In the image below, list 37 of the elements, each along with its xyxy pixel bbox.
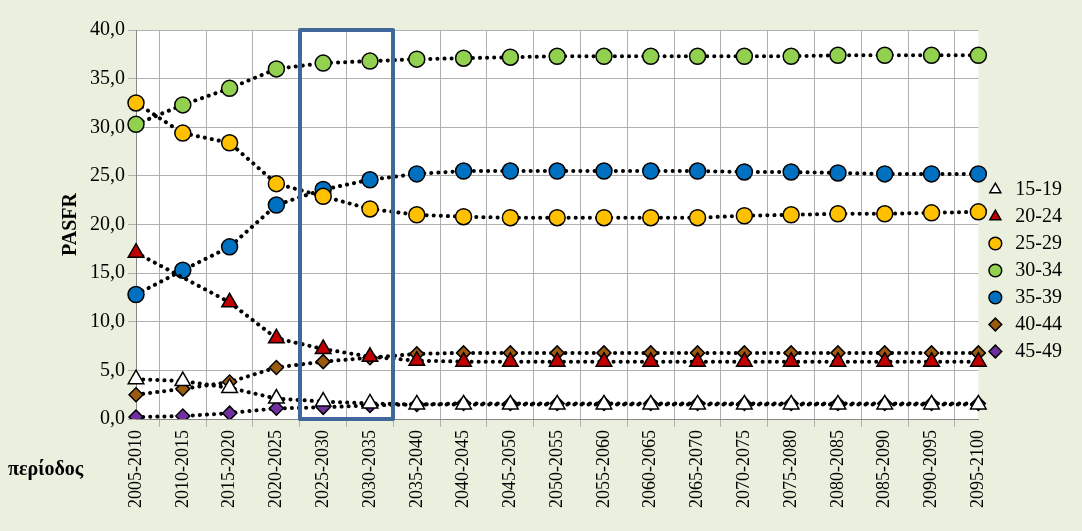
y-tick-label: 40,0 [90, 17, 125, 40]
x-tick-label: 2070-2075 [733, 430, 754, 509]
x-tick-label: 2095-2100 [967, 430, 988, 509]
x-tick-label: 2065-2070 [686, 430, 707, 509]
x-tick-label: 2005-2010 [124, 430, 145, 509]
legend-label: 15-19 [1015, 176, 1063, 199]
legend-label: 20-24 [1015, 203, 1063, 226]
x-tick-label: 2025-2030 [311, 430, 332, 509]
x-tick-label: 2015-2020 [218, 430, 239, 509]
y-tick-label: 10,0 [90, 309, 125, 331]
y-tick-label: 30,0 [90, 114, 125, 137]
x-axis-title: περίοδος [8, 457, 84, 481]
y-tick-label: 15,0 [90, 260, 125, 283]
legend-label: 40-44 [1015, 311, 1063, 334]
x-tick-label: 2085-2090 [873, 430, 894, 509]
x-tick-label: 2075-2080 [779, 430, 800, 509]
x-tick-label: 2010-2015 [171, 430, 192, 509]
legend-label: 45-49 [1015, 338, 1063, 361]
legend-label: 25-29 [1015, 230, 1063, 253]
x-tick-label: 2020-2025 [265, 430, 286, 509]
x-tick-label: 2060-2065 [639, 430, 660, 509]
x-tick-label: 2050-2055 [545, 430, 566, 509]
y-tick-label: 25,0 [90, 163, 125, 186]
x-tick-label: 2030-2035 [358, 430, 379, 509]
legend-label: 30-34 [1015, 257, 1063, 280]
x-tick-label: 2045-2050 [499, 430, 520, 509]
x-tick-label: 2040-2045 [452, 430, 473, 509]
y-tick-label: 0,0 [100, 406, 125, 429]
y-axis-title: PASFR [58, 192, 81, 256]
y-tick-label: 5,0 [100, 357, 125, 380]
y-tick-label: 35,0 [90, 65, 125, 88]
y-tick-label: 20,0 [90, 211, 125, 234]
legend-label: 35-39 [1015, 284, 1063, 307]
x-tick-label: 2080-2085 [826, 430, 847, 509]
x-tick-label: 2055-2060 [592, 430, 613, 509]
x-tick-label: 2035-2040 [405, 430, 426, 509]
x-tick-label: 2090-2095 [920, 430, 941, 509]
